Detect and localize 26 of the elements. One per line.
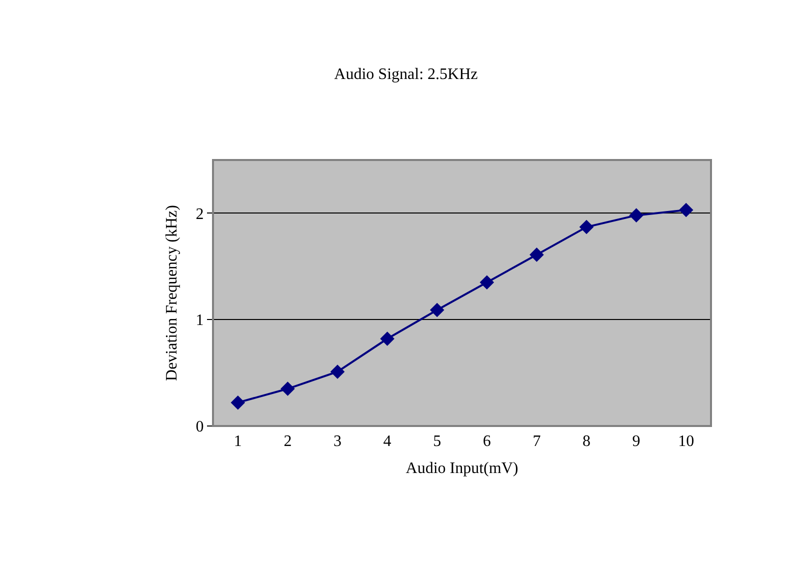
x-tick-label: 1 [234,433,242,450]
x-tick-label: 6 [482,433,491,450]
point [430,302,444,318]
x-tick-label: 2 [284,433,292,450]
x-tick-label: 5 [433,433,442,450]
chart-title: Audio Signal: 2.5KHz [334,66,478,83]
x-tick-label: 4 [383,433,392,450]
x-axis-title: Audio Input(mV) [406,460,518,477]
point [380,332,394,346]
point [579,220,594,234]
point [230,395,246,410]
point [480,275,494,290]
x-tick-label: 8 [582,433,590,450]
y-tick-label: 0 [196,418,204,436]
point [530,248,544,262]
x-tick-label: 9 [632,433,640,450]
y-axis-title: Deviation Frequency (kHz) [164,205,181,381]
x-tick-label: 10 [678,433,694,450]
point [280,382,295,396]
x-tick-label: 7 [532,433,541,450]
y-tick-label: 2 [196,206,204,223]
x-tick-label: 3 [334,433,342,450]
y-tick-label: 1 [196,312,204,330]
point [629,208,644,222]
point [330,364,345,379]
point [678,202,694,218]
